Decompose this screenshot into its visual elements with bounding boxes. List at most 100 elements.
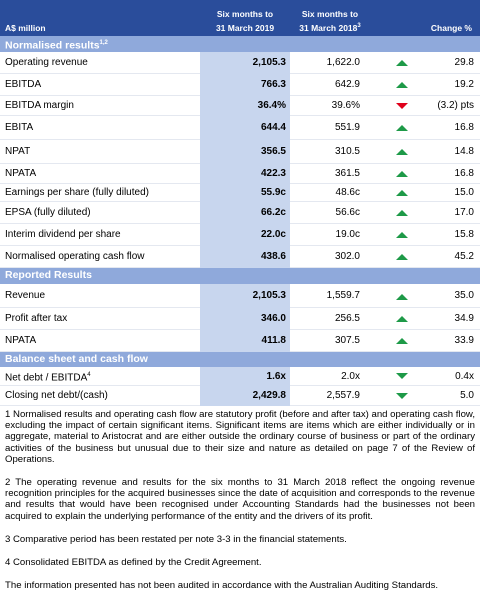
section-title: Reported Results xyxy=(0,268,480,284)
change-value: 35.0 xyxy=(454,290,474,301)
row-label: Revenue xyxy=(5,290,46,301)
prior-value: 310.5 xyxy=(334,146,360,157)
superscript: 3 xyxy=(357,23,361,30)
up-arrow xyxy=(396,232,408,238)
change-value: (3.2) pts xyxy=(437,100,474,111)
prior-value: 302.0 xyxy=(334,251,360,262)
footnotes: 1 Normalised results and operating cash … xyxy=(5,409,475,603)
current-value: 438.6 xyxy=(260,251,286,262)
row-label: Net debt / EBITDA4 xyxy=(5,371,91,383)
prior-value: 2.0x xyxy=(341,370,360,382)
change-value: 29.8 xyxy=(454,57,474,68)
row-label: EPSA (fully diluted) xyxy=(5,207,91,218)
change-value: 15.8 xyxy=(454,229,474,240)
prior-value: 307.5 xyxy=(334,335,360,346)
change-value: 19.2 xyxy=(454,79,474,90)
row-label: EBITA xyxy=(5,122,34,133)
prior-value: 2,557.9 xyxy=(326,390,360,401)
current-bg xyxy=(200,386,290,406)
change-value: 5.0 xyxy=(460,390,474,401)
up-arrow xyxy=(396,294,408,300)
prior-value: 256.5 xyxy=(334,313,360,324)
results-table: A$ million Six months to 31 March 2019 Six … xyxy=(0,0,480,406)
current-value: 644.4 xyxy=(260,122,286,133)
current-value: 22.0c xyxy=(260,229,286,240)
header-column: Six months to xyxy=(216,9,274,19)
current-bg xyxy=(200,330,290,352)
current-bg xyxy=(200,184,290,202)
down-arrow xyxy=(396,393,408,399)
footnote: 4 Consolidated EBITDA as defined by the … xyxy=(5,557,262,569)
change-value: 45.2 xyxy=(454,251,474,262)
up-arrow xyxy=(396,316,408,322)
change-value: 17.0 xyxy=(454,207,474,218)
prior-value: 19.0c xyxy=(335,229,360,240)
up-arrow xyxy=(396,190,408,196)
change-value: 16.8 xyxy=(454,122,474,133)
prior-value: 642.9 xyxy=(334,79,360,90)
row-label: NPATA xyxy=(5,168,37,179)
current-bg xyxy=(200,224,290,246)
prior-value: 1,559.7 xyxy=(326,290,360,301)
current-value: 66.2c xyxy=(260,207,286,218)
up-arrow xyxy=(396,125,408,131)
footnote: The information presented has not been a… xyxy=(5,580,439,592)
footnote: 1 Normalised results and operating cash … xyxy=(5,409,475,465)
footnote: 2 The operating revenue and results for … xyxy=(5,477,475,522)
current-value: 1.6x xyxy=(266,370,286,382)
up-arrow xyxy=(396,254,408,260)
row-label: NPATA xyxy=(5,335,37,346)
header-column: 31 March 20183 xyxy=(299,23,361,33)
current-value: 422.3 xyxy=(260,168,286,179)
current-value: 346.0 xyxy=(260,313,286,324)
current-value: 2,429.8 xyxy=(252,390,286,401)
superscript: 4 xyxy=(87,371,91,378)
row-label: EBITDA xyxy=(5,79,42,90)
change-value: 15.0 xyxy=(454,187,474,198)
row-label: Operating revenue xyxy=(5,57,88,68)
current-bg xyxy=(200,164,290,184)
current-value: 36.4% xyxy=(257,100,286,111)
current-bg xyxy=(200,284,290,308)
prior-value: 361.5 xyxy=(334,168,360,179)
row-label: Interim dividend per share xyxy=(5,229,121,240)
prior-value: 39.6% xyxy=(331,100,360,111)
superscript: 1,2 xyxy=(99,40,108,46)
header-bar xyxy=(0,0,480,36)
up-arrow xyxy=(396,149,408,155)
header-change: Change % xyxy=(430,23,472,33)
down-arrow xyxy=(396,103,408,109)
header-column: Six months to xyxy=(301,9,359,19)
row-label: EBITDA margin xyxy=(5,100,74,111)
current-bg xyxy=(200,140,290,164)
current-bg xyxy=(200,116,290,140)
row-label: NPAT xyxy=(5,146,31,157)
change-value: 34.9 xyxy=(454,313,474,324)
current-value: 411.8 xyxy=(261,335,286,346)
trend-arrows xyxy=(396,60,408,399)
change-value: 33.9 xyxy=(454,335,474,346)
row-label: Normalised operating cash flow xyxy=(5,251,145,262)
change-value: 14.8 xyxy=(454,146,474,157)
section-title: Balance sheet and cash flow xyxy=(0,352,480,367)
prior-value: 56.6c xyxy=(335,207,360,218)
current-value: 2,105.3 xyxy=(252,290,286,301)
up-arrow xyxy=(396,60,408,66)
current-bg xyxy=(200,367,290,386)
current-value: 2,105.3 xyxy=(252,57,286,68)
prior-value: 551.9 xyxy=(334,122,360,133)
current-value: 356.5 xyxy=(260,146,286,157)
row-label: Closing net debt/(cash) xyxy=(5,390,108,401)
section-title: Normalised results1,2 xyxy=(0,36,480,52)
row-label: Profit after tax xyxy=(5,313,68,324)
up-arrow xyxy=(396,338,408,344)
header-column: 31 March 2019 xyxy=(215,23,275,33)
current-bg xyxy=(200,202,290,224)
down-arrow xyxy=(396,373,408,379)
header-label: A$ million xyxy=(5,23,46,33)
current-value: 766.3 xyxy=(260,79,286,90)
prior-value: 48.6c xyxy=(335,187,360,198)
current-bg xyxy=(200,52,290,74)
row-label: Earnings per share (fully diluted) xyxy=(5,187,149,198)
